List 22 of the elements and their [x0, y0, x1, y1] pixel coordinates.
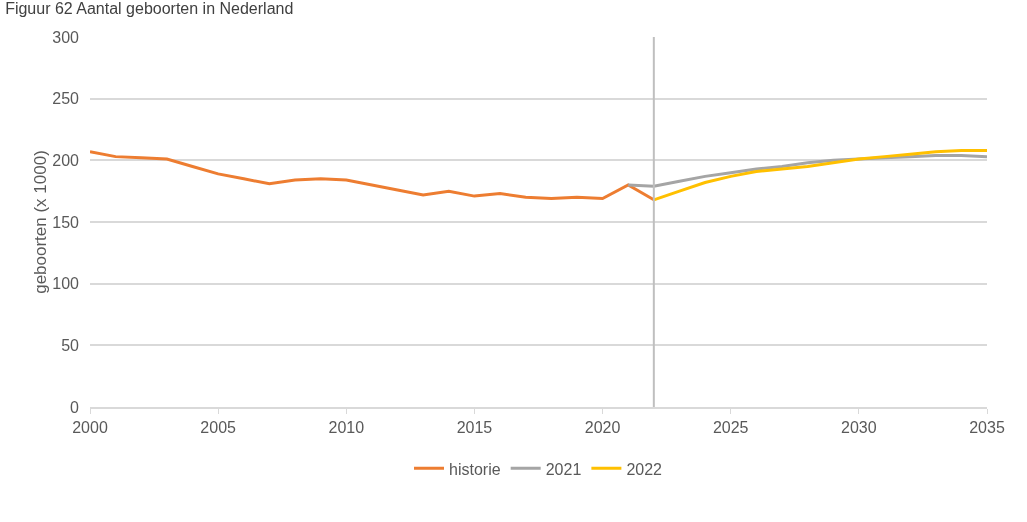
legend-label: 2021	[545, 460, 582, 478]
chart-title: Figuur 62 Aantal geboorten in Nederland	[5, 0, 294, 17]
y-tick-label: 250	[52, 90, 80, 108]
legend-label: 2022	[626, 460, 663, 478]
y-tick-label: 50	[61, 336, 80, 354]
line-series	[90, 150, 656, 202]
x-tick-label: 2035	[969, 419, 1005, 437]
x-tick-label: 2005	[200, 419, 237, 437]
x-tick-label: 2010	[328, 419, 365, 437]
y-tick-label: 0	[70, 398, 80, 416]
y-axis-title: geboorten (x 1000)	[31, 150, 50, 294]
line-series	[652, 148, 987, 202]
y-tick-label: 150	[52, 213, 80, 231]
x-tick-label: 2025	[712, 419, 749, 437]
y-tick-label: 200	[52, 151, 80, 169]
y-tick-label: 300	[52, 28, 80, 46]
x-tick-label: 2015	[456, 419, 493, 437]
y-tick-label: 100	[52, 275, 80, 293]
x-tick-label: 2020	[584, 419, 621, 437]
x-tick-label: 2000	[72, 419, 108, 437]
legend-label: historie	[449, 460, 501, 478]
x-tick-label: 2030	[841, 419, 877, 437]
